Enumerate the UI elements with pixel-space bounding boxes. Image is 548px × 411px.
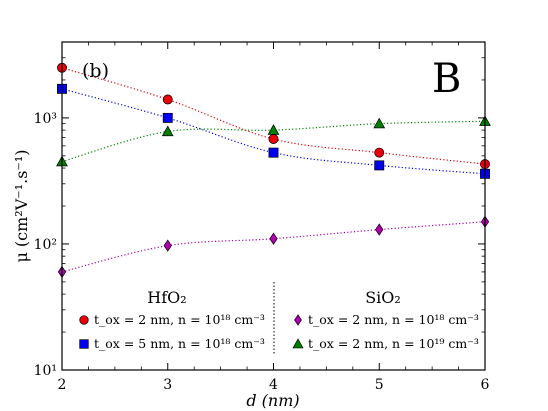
- legend: HfO₂ SiO₂ t_ox = 2 nm, n = 10¹⁸ cm⁻³t_ox…: [79, 282, 479, 355]
- series-1: [57, 62, 490, 170]
- x-tick-label: 4: [269, 377, 278, 393]
- legend-entry-label: t_ox = 5 nm, n = 10¹⁸ cm⁻³: [94, 336, 265, 351]
- diamond-marker: [294, 314, 302, 326]
- legend-group-hfo2: HfO₂: [147, 288, 186, 307]
- y-tick-label: 10³: [34, 111, 57, 127]
- triangle-marker: [292, 338, 304, 349]
- triangle-marker: [161, 125, 174, 137]
- square-marker: [268, 147, 279, 158]
- triangle-marker: [267, 124, 280, 135]
- data-series: [56, 62, 491, 279]
- series-line: [61, 120, 486, 163]
- square-marker: [162, 112, 173, 123]
- triangle-marker: [373, 117, 386, 129]
- y-tick-labels: 10¹ 10² 10³: [34, 111, 57, 379]
- legend-entry-1: t_ox = 2 nm, n = 10¹⁸ cm⁻³: [79, 312, 265, 327]
- x-axis-label: d (nm): [246, 391, 299, 410]
- legend-entry-label: t_ox = 2 nm, n = 10¹⁹ cm⁻³: [308, 336, 479, 351]
- legend-group-sio2: SiO₂: [365, 288, 401, 307]
- diamond-marker: [163, 239, 172, 252]
- legend-entry-4: t_ox = 2 nm, n = 10¹⁹ cm⁻³: [292, 336, 479, 351]
- circle-marker: [374, 147, 385, 158]
- y-tick-label: 10¹: [34, 363, 57, 379]
- square-marker: [79, 339, 89, 349]
- x-tick-label: 3: [163, 377, 172, 393]
- x-tick-label: 6: [481, 377, 490, 393]
- y-tick-label: 10²: [34, 237, 57, 253]
- x-tick-label: 5: [375, 377, 384, 393]
- series-line: [61, 221, 486, 273]
- legend-entries: t_ox = 2 nm, n = 10¹⁸ cm⁻³ t_ox = 5 nm, n…: [79, 312, 479, 351]
- legend-entry-2: t_ox = 5 nm, n = 10¹⁸ cm⁻³: [79, 336, 265, 351]
- series-3: [57, 215, 490, 279]
- y-axis-label: μ (cm²V⁻¹.s⁻¹): [12, 149, 31, 262]
- diamond-marker: [375, 223, 384, 236]
- diamond-marker: [269, 232, 278, 245]
- x-tick-labels: 2 3 4 5 6: [58, 377, 490, 393]
- legend-entry-3: t_ox = 2 nm, n = 10¹⁸ cm⁻³: [294, 312, 479, 327]
- corner-letter: B: [432, 56, 461, 102]
- circle-marker: [162, 94, 173, 105]
- legend-entry-label: t_ox = 2 nm, n = 10¹⁸ cm⁻³: [308, 312, 479, 327]
- panel-label: (b): [82, 60, 109, 82]
- circle-marker: [268, 134, 279, 144]
- circle-marker: [79, 315, 89, 325]
- legend-entry-label: t_ox = 2 nm, n = 10¹⁸ cm⁻³: [94, 312, 265, 327]
- plot-frame: [61, 41, 486, 371]
- square-marker: [374, 160, 385, 171]
- x-tick-label: 2: [58, 377, 67, 393]
